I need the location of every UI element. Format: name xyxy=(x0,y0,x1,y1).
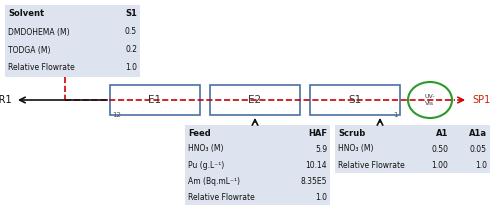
Text: HNO₃ (M): HNO₃ (M) xyxy=(188,145,224,154)
Text: 0.5: 0.5 xyxy=(125,28,137,37)
Text: SP1: SP1 xyxy=(472,95,490,105)
Text: 0.05: 0.05 xyxy=(470,145,487,154)
Text: Relative Flowrate: Relative Flowrate xyxy=(8,64,75,72)
Bar xyxy=(335,125,490,173)
Text: 1.0: 1.0 xyxy=(475,161,487,170)
Text: Am (Bq.mL⁻¹): Am (Bq.mL⁻¹) xyxy=(188,177,240,185)
Text: E1: E1 xyxy=(148,95,162,105)
Text: HAF: HAF xyxy=(308,129,327,138)
Text: DMDOHEMA (M): DMDOHEMA (M) xyxy=(8,28,70,37)
Text: Pu (g.L⁻¹): Pu (g.L⁻¹) xyxy=(188,161,224,170)
Text: Scrub: Scrub xyxy=(338,129,365,138)
Text: 10.14: 10.14 xyxy=(306,161,327,170)
Bar xyxy=(110,85,200,115)
Text: 1.00: 1.00 xyxy=(432,161,448,170)
Text: HNO₃ (M): HNO₃ (M) xyxy=(338,145,374,154)
Text: A1a: A1a xyxy=(469,129,487,138)
Text: 1.0: 1.0 xyxy=(125,64,137,72)
Text: AR1: AR1 xyxy=(0,95,13,105)
Text: 12: 12 xyxy=(112,112,121,118)
Ellipse shape xyxy=(408,82,452,118)
Text: A1: A1 xyxy=(436,129,448,138)
Text: 0.2: 0.2 xyxy=(125,46,137,55)
Text: S1: S1 xyxy=(348,95,362,105)
Bar xyxy=(185,125,330,205)
Text: 0.50: 0.50 xyxy=(431,145,448,154)
Text: 8.35E5: 8.35E5 xyxy=(300,177,327,185)
Text: 5.9: 5.9 xyxy=(315,145,327,154)
Text: 1.0: 1.0 xyxy=(315,193,327,201)
Text: UV-
Vis: UV- Vis xyxy=(424,94,436,106)
Text: TODGA (M): TODGA (M) xyxy=(8,46,50,55)
Text: 1: 1 xyxy=(394,112,398,118)
Text: E2: E2 xyxy=(248,95,262,105)
Text: Relative Flowrate: Relative Flowrate xyxy=(338,161,405,170)
Text: Solvent: Solvent xyxy=(8,9,44,18)
Text: S1: S1 xyxy=(125,9,137,18)
Bar xyxy=(310,85,400,115)
Text: Feed: Feed xyxy=(188,129,211,138)
Bar xyxy=(210,85,300,115)
Text: Relative Flowrate: Relative Flowrate xyxy=(188,193,255,201)
Bar xyxy=(5,5,140,77)
